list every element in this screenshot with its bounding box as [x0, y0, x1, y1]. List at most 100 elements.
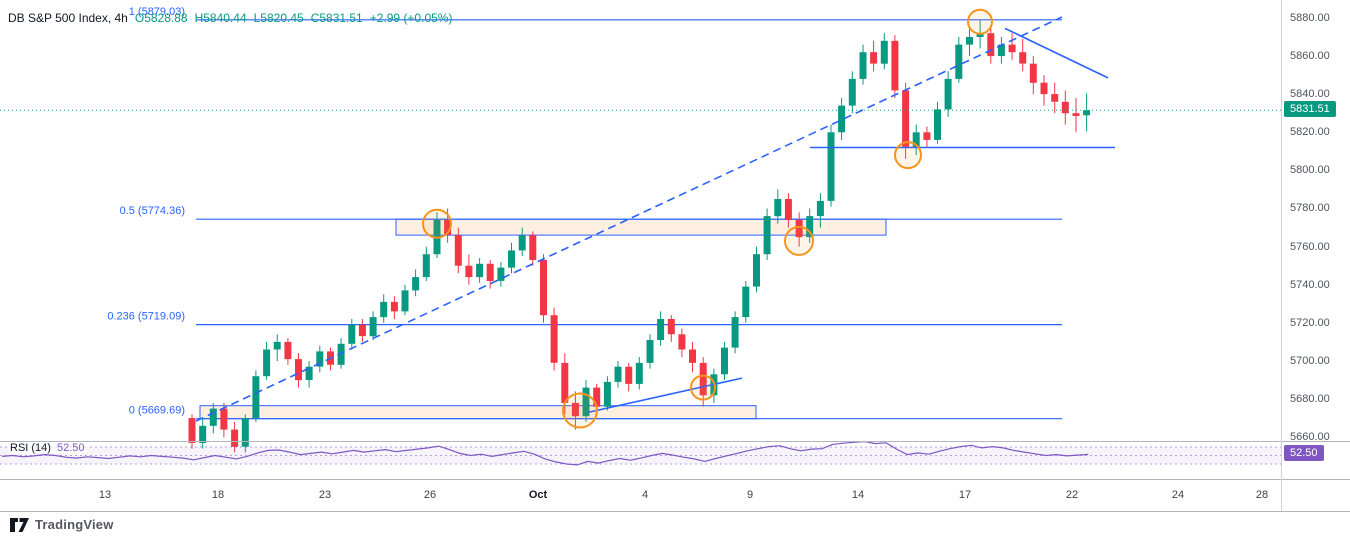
time-axis-label: 17: [958, 489, 972, 501]
candle-body: [646, 340, 654, 363]
candle-body: [348, 324, 356, 344]
candle-body: [593, 387, 601, 407]
candle-body: [188, 418, 196, 443]
candle-body: [625, 366, 633, 384]
candle-body: [369, 317, 377, 337]
candle-body: [795, 219, 803, 238]
candle-body: [273, 341, 281, 350]
candle-body: [561, 362, 569, 403]
fib-zone[interactable]: [199, 405, 757, 420]
legend-change-value: +2.99 (+0.05%): [369, 11, 453, 25]
candle-body: [1072, 113, 1080, 116]
candle-body: [603, 381, 611, 407]
candle-body: [1040, 82, 1048, 95]
price-axis-label: 5680.00: [1290, 393, 1330, 405]
highlight-circle[interactable]: [562, 392, 598, 429]
candle-body: [721, 347, 728, 375]
price-axis-label: 5660.00: [1290, 431, 1330, 443]
candle-body: [976, 33, 984, 37]
candle-body: [731, 317, 739, 348]
pane-divider[interactable]: [0, 441, 1350, 442]
candle-body: [774, 199, 782, 217]
candle-body: [753, 254, 760, 287]
price-axis-label: 5700.00: [1290, 355, 1330, 367]
time-axis-label: 13: [98, 489, 112, 501]
price-axis[interactable]: 5831.51 52.50 5880.00 5860.00 5840.00 5820.…: [1282, 0, 1350, 512]
price-axis-label: 5800.00: [1290, 164, 1330, 176]
candle-body: [880, 40, 888, 64]
highlight-circle[interactable]: [784, 225, 814, 256]
candle-body: [699, 362, 707, 396]
candle-body: [816, 200, 824, 217]
time-axis-label: 9: [746, 489, 754, 501]
tradingview-logo-icon[interactable]: [10, 517, 29, 532]
highlight-circle[interactable]: [894, 141, 922, 170]
candle-body: [231, 429, 239, 447]
candle-body: [763, 216, 771, 255]
candle-body: [923, 132, 931, 140]
symbol-legend[interactable]: DB S&P 500 Index, 4h O5828.88 H5840.44 L…: [8, 11, 452, 25]
candle-body: [1083, 110, 1091, 116]
candle-body: [252, 376, 260, 419]
highlight-circle[interactable]: [967, 8, 993, 35]
candle-body: [742, 286, 750, 318]
time-axis-label: 23: [318, 489, 332, 501]
highlight-circle[interactable]: [422, 208, 452, 239]
candle-body: [848, 78, 856, 106]
candle-body: [305, 366, 313, 380]
symbol-title: DB S&P 500 Index, 4h: [8, 11, 128, 25]
last-price-badge: 5831.51: [1284, 101, 1336, 117]
candle-body: [870, 52, 878, 64]
chart-canvas[interactable]: 1 (5879.03) 0.5 (5774.36) 0.236 (5719.09) 0…: [0, 0, 1281, 512]
candle-body: [1061, 101, 1069, 114]
rsi-value: 52.50: [56, 442, 85, 454]
candle-body: [934, 109, 941, 140]
chart-area[interactable]: 1 (5879.03) 0.5 (5774.36) 0.236 (5719.09) 0…: [0, 0, 1281, 512]
candle-body: [891, 40, 899, 91]
candle-body: [657, 319, 665, 340]
tradingview-logo-text[interactable]: TradingView: [35, 517, 114, 532]
candle-body: [220, 408, 228, 430]
fib-level-label: 0.236 (5719.09): [107, 311, 185, 323]
candle-body: [966, 37, 973, 45]
time-axis-label: 28: [1255, 489, 1269, 501]
candle-body: [784, 199, 792, 220]
dashed-uptrend-line[interactable]: [195, 16, 1063, 422]
price-axis-label: 5840.00: [1290, 88, 1330, 100]
legend-high-value: H5840.44: [194, 11, 247, 25]
candle-body: [1051, 94, 1059, 102]
candle-body: [614, 366, 622, 382]
pane-divider[interactable]: [0, 479, 1350, 480]
candle-body: [284, 341, 292, 360]
candle-body: [199, 425, 207, 443]
rsi-indicator-label[interactable]: RSI (14) 52.50: [8, 442, 87, 454]
minor-uptrend-line[interactable]: [587, 377, 743, 414]
price-axis-label: 5820.00: [1290, 126, 1330, 138]
candle-body: [380, 301, 388, 318]
price-axis-divider: [1281, 0, 1282, 511]
candle-body: [902, 90, 910, 148]
candle-body: [412, 277, 420, 291]
time-axis[interactable]: 13 18 23 26 Oct 4 9 14 17 22 24 28: [0, 480, 1281, 511]
candle-body: [263, 349, 271, 377]
time-axis-label: Oct: [528, 489, 548, 501]
highlight-circle[interactable]: [690, 374, 716, 401]
candle-body: [997, 44, 1005, 56]
candle-body: [209, 408, 217, 426]
candle-body: [401, 290, 409, 312]
candle-body: [316, 351, 324, 367]
candle-body: [912, 132, 920, 148]
candle-body: [550, 315, 558, 363]
time-axis-label: 24: [1171, 489, 1185, 501]
rsi-line: [1, 440, 1089, 466]
candle-body: [667, 319, 675, 335]
descending-resistance-line[interactable]: [1004, 27, 1109, 79]
candle-body: [678, 334, 686, 350]
candle-body: [486, 263, 494, 281]
legend-open-value: O5828.88: [134, 11, 188, 25]
rsi-value-badge: 52.50: [1284, 445, 1324, 461]
candle-body: [635, 362, 643, 384]
candle-body: [944, 78, 952, 110]
candle-body: [518, 235, 526, 251]
